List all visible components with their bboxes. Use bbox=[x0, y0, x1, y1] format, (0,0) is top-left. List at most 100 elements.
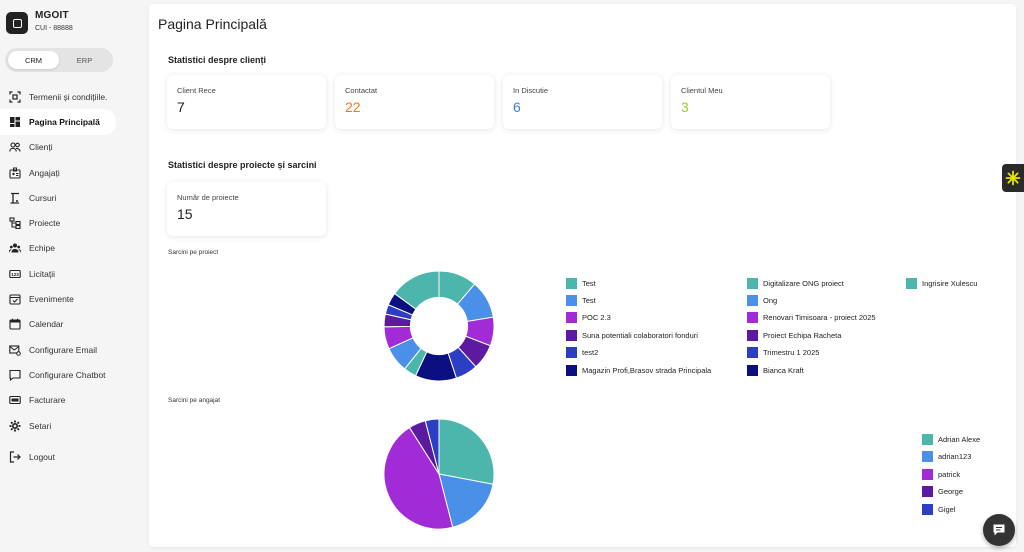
legend-swatch bbox=[922, 486, 933, 497]
stat-value: 3 bbox=[681, 99, 689, 115]
brand: MGOIT CUI - 88888 bbox=[6, 10, 73, 34]
stat-card-clientul-meu: Clientul Meu 3 bbox=[671, 75, 830, 129]
legend-swatch bbox=[747, 312, 758, 323]
scan-icon bbox=[8, 90, 22, 104]
pie-slice[interactable] bbox=[393, 270, 440, 310]
legend-label: George bbox=[938, 487, 964, 496]
clients-section-title: Statistici despre clienți bbox=[168, 55, 267, 65]
legend-label: Trimestru 1 2025 bbox=[763, 348, 820, 357]
legend-item[interactable]: adrian123 bbox=[922, 451, 971, 462]
easel-icon bbox=[8, 191, 22, 205]
sidebar-item-evenimente[interactable]: Evenimente bbox=[0, 286, 148, 311]
legend-item[interactable]: Magazin Profi,Brasov strada Principala bbox=[566, 365, 711, 376]
dashboard-icon bbox=[8, 115, 22, 129]
legend-item[interactable]: Digitalizare ONG proiect bbox=[747, 278, 844, 289]
switch-crm[interactable]: CRM bbox=[8, 51, 59, 69]
chat-button[interactable] bbox=[983, 514, 1015, 546]
legend-label: Test bbox=[582, 296, 596, 305]
sidebar-item-configurare-chatbot[interactable]: Configurare Chatbot bbox=[0, 362, 148, 387]
legend-swatch bbox=[566, 295, 577, 306]
logout-icon bbox=[8, 450, 22, 464]
sidebar-item-cursuri[interactable]: Cursuri bbox=[0, 185, 148, 210]
sidebar-item-termenii-si-conditiile[interactable]: Termenii și condițiile. bbox=[0, 84, 148, 109]
legend-swatch bbox=[566, 330, 577, 341]
switch-erp[interactable]: ERP bbox=[76, 55, 93, 65]
accessibility-widget-button[interactable] bbox=[1002, 164, 1024, 192]
legend-tasks-per-employee: Adrian Alexe adrian123 patrick George Gigel bbox=[149, 4, 1016, 547]
legend-item[interactable]: Ingrisire Xulescu bbox=[906, 278, 977, 289]
legend-label: Test bbox=[582, 279, 596, 288]
projects-section-title: Statistici despre proiecte și sarcini bbox=[168, 160, 317, 170]
sidebar-item-configurare-email[interactable]: Configurare Email bbox=[0, 337, 148, 362]
legend-swatch bbox=[566, 347, 577, 358]
page-title: Pagina Principală bbox=[158, 16, 267, 32]
sidebar-item-pagina-principala[interactable]: Pagina Principală bbox=[0, 109, 116, 135]
pie-slice[interactable] bbox=[438, 418, 495, 485]
crm-erp-switch[interactable]: CRM ERP bbox=[5, 48, 113, 72]
legend-label: test2 bbox=[582, 348, 599, 357]
stat-label: Client Rece bbox=[177, 86, 216, 95]
sidebar-item-label: Calendar bbox=[29, 319, 64, 330]
sidebar-item-label: Pagina Principală bbox=[29, 116, 100, 127]
sidebar-item-label: Angajați bbox=[29, 167, 60, 178]
legend-item[interactable]: Proiect Echipa Racheta bbox=[747, 330, 841, 341]
calendar-icon bbox=[8, 317, 22, 331]
sidebar-item-label: Facturare bbox=[29, 395, 66, 406]
legend-item[interactable]: Ong bbox=[747, 295, 777, 306]
legend-item[interactable]: Gigel bbox=[922, 504, 956, 515]
sidebar-item-angajati[interactable]: Angajați bbox=[0, 160, 148, 185]
legend-swatch bbox=[922, 469, 933, 480]
legend-item[interactable]: Renovari Timisoara - proiect 2025 bbox=[747, 312, 876, 323]
main-content: Pagina Principală Statistici despre clie… bbox=[149, 4, 1016, 547]
legend-tasks-per-project: Test Test POC 2.3 Suna potentiali colaborat… bbox=[149, 4, 1016, 547]
chat-icon bbox=[8, 368, 22, 382]
legend-item[interactable]: Test bbox=[566, 278, 596, 289]
mail-settings-icon bbox=[8, 343, 22, 357]
pie-slice[interactable] bbox=[438, 473, 494, 528]
sidebar-item-setari[interactable]: Setari bbox=[0, 413, 148, 438]
legend-item[interactable]: Trimestru 1 2025 bbox=[747, 347, 819, 358]
legend-item[interactable]: Test bbox=[566, 295, 596, 306]
legend-label: Digitalizare ONG proiect bbox=[763, 279, 844, 288]
sidebar-item-calendar[interactable]: Calendar bbox=[0, 312, 148, 337]
legend-swatch bbox=[747, 330, 758, 341]
legend-item[interactable]: POC 2.3 bbox=[566, 312, 611, 323]
legend-item[interactable]: patrick bbox=[922, 469, 960, 480]
legend-item[interactable]: test2 bbox=[566, 347, 598, 358]
legend-label: Ingrisire Xulescu bbox=[922, 279, 978, 288]
sparkle-icon bbox=[1005, 170, 1021, 186]
svg-text:123: 123 bbox=[11, 272, 19, 277]
legend-item[interactable]: Suna potentiali colaboratori fonduri bbox=[566, 330, 698, 341]
pie-slice[interactable] bbox=[383, 426, 454, 530]
sidebar-item-echipe[interactable]: Echipe bbox=[0, 236, 148, 261]
legend-label: Bianca Kraft bbox=[763, 366, 804, 375]
legend-item[interactable]: George bbox=[922, 486, 963, 497]
legend-label: Ong bbox=[763, 296, 778, 305]
legend-label: Gigel bbox=[938, 505, 956, 514]
chart-tasks-per-project bbox=[383, 270, 495, 382]
legend-label: Proiect Echipa Racheta bbox=[763, 331, 842, 340]
legend-label: Renovari Timisoara - proiect 2025 bbox=[763, 313, 876, 322]
sidebar-item-licitatii[interactable]: 123 Licitații bbox=[0, 261, 148, 286]
stat-card-in-discutie: In Discutie 6 bbox=[503, 75, 662, 129]
chart-tasks-per-employee bbox=[383, 418, 495, 530]
legend-swatch bbox=[747, 278, 758, 289]
sidebar-item-facturare[interactable]: Facturare bbox=[0, 388, 148, 413]
legend-label: patrick bbox=[938, 470, 961, 479]
legend-item[interactable]: Bianca Kraft bbox=[747, 365, 804, 376]
stat-value: 6 bbox=[513, 99, 521, 115]
legend-item[interactable]: Adrian Alexe bbox=[922, 434, 980, 445]
pie-slice[interactable] bbox=[424, 418, 440, 475]
sidebar-item-label: Setari bbox=[29, 420, 52, 431]
sidebar-item-clienti[interactable]: Clienți bbox=[0, 135, 148, 160]
legend-swatch bbox=[566, 278, 577, 289]
users-icon bbox=[8, 140, 22, 154]
stat-card-numar-proiecte: Număr de proiecte 15 bbox=[167, 182, 326, 236]
sidebar-item-label: Echipe bbox=[29, 243, 55, 254]
sidebar-item-proiecte[interactable]: Proiecte bbox=[0, 210, 148, 235]
legend-label: POC 2.3 bbox=[582, 313, 611, 322]
sidebar-nav: Termenii și condițiile. Pagina Principală… bbox=[0, 84, 148, 438]
logout-button[interactable]: Logout bbox=[0, 444, 55, 469]
legend-swatch bbox=[747, 365, 758, 376]
event-icon bbox=[8, 292, 22, 306]
